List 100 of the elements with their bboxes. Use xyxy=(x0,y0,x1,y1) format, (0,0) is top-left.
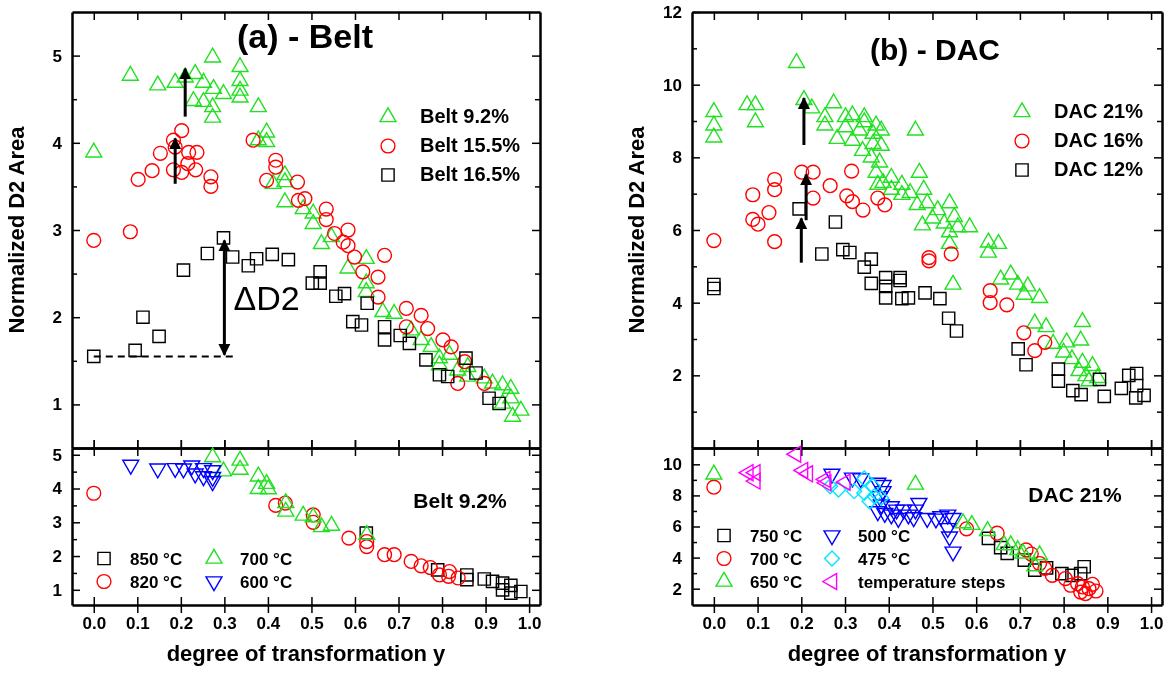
point xyxy=(184,91,203,107)
y-tick-label: 6 xyxy=(672,517,682,537)
point xyxy=(1018,542,1034,558)
point xyxy=(1051,362,1066,376)
y-tick-label: 5 xyxy=(52,46,62,66)
point xyxy=(460,568,474,582)
point xyxy=(313,265,327,279)
y-tick-label: 4 xyxy=(672,293,683,313)
point xyxy=(887,504,906,520)
y-tick-label: 1 xyxy=(52,580,62,600)
point xyxy=(204,78,223,95)
point xyxy=(441,563,458,580)
point xyxy=(1031,555,1048,572)
point xyxy=(249,251,264,266)
point xyxy=(231,450,249,466)
legend-label: 700 °C xyxy=(750,549,803,569)
legend-label: DAC 21% xyxy=(1054,100,1144,122)
x-tick-label: 0.1 xyxy=(746,614,770,634)
point xyxy=(846,483,863,500)
point xyxy=(354,318,369,332)
point xyxy=(188,162,204,178)
point xyxy=(882,509,901,525)
point xyxy=(440,369,455,384)
point xyxy=(1097,389,1112,404)
x-tick-label: 0.4 xyxy=(877,614,902,634)
legend-label: Belt 16.5% xyxy=(420,163,521,185)
point xyxy=(514,584,528,599)
point xyxy=(1016,325,1032,341)
point xyxy=(940,531,959,547)
point xyxy=(249,478,267,495)
point xyxy=(830,481,847,498)
point xyxy=(1037,334,1053,350)
x-tick-label: 1.0 xyxy=(1139,614,1164,634)
point xyxy=(476,375,492,392)
point xyxy=(341,530,357,546)
y-tick-label: 8 xyxy=(672,486,682,506)
point xyxy=(144,163,160,179)
point xyxy=(706,479,722,495)
x-tick-label: 0.0 xyxy=(702,614,727,634)
point xyxy=(431,567,448,583)
point xyxy=(707,277,721,292)
point xyxy=(878,279,893,294)
point xyxy=(245,132,261,148)
point xyxy=(1092,372,1107,387)
point xyxy=(216,231,231,245)
point xyxy=(822,178,838,194)
y-tick-label: 1 xyxy=(52,395,62,415)
point xyxy=(340,238,356,254)
point xyxy=(1084,576,1101,592)
point xyxy=(944,546,962,562)
point xyxy=(281,252,296,267)
point xyxy=(165,162,182,178)
point xyxy=(430,563,445,577)
y-axis-title: Normalized D2 Area xyxy=(624,125,649,334)
point xyxy=(200,246,215,261)
point xyxy=(370,269,386,285)
point xyxy=(707,281,721,296)
point xyxy=(203,107,222,123)
point xyxy=(874,485,892,502)
point xyxy=(289,174,306,190)
point xyxy=(186,64,204,80)
x-tick-label: 0.7 xyxy=(387,614,411,634)
point xyxy=(504,586,518,601)
point xyxy=(1000,546,1015,561)
point xyxy=(376,247,393,263)
point xyxy=(495,576,510,590)
y-tick-label: 4 xyxy=(52,133,63,153)
point xyxy=(122,224,138,240)
x-tick-label: 0.9 xyxy=(1096,614,1120,634)
point xyxy=(231,57,249,73)
point xyxy=(346,249,363,265)
point xyxy=(889,512,908,529)
point xyxy=(440,568,457,584)
point xyxy=(313,276,327,291)
point xyxy=(1051,374,1066,388)
x-tick-label: 0.8 xyxy=(430,614,455,634)
point xyxy=(241,258,256,273)
point xyxy=(376,547,393,563)
point xyxy=(815,247,829,261)
point xyxy=(843,163,860,179)
point xyxy=(128,343,142,358)
point xyxy=(304,213,322,230)
point xyxy=(1023,546,1039,562)
legend-label: DAC 12% xyxy=(1054,158,1144,180)
point xyxy=(918,286,932,300)
y-axis-title: Normalized D2 Area xyxy=(4,125,29,334)
point xyxy=(194,91,213,108)
y-tick-label: 8 xyxy=(672,148,682,168)
point xyxy=(443,339,459,355)
point xyxy=(86,349,101,364)
point xyxy=(312,234,331,250)
point xyxy=(259,479,278,495)
point xyxy=(359,533,375,550)
point xyxy=(1137,388,1151,403)
x-tick-label: 0.3 xyxy=(213,614,237,634)
point xyxy=(305,276,320,291)
point xyxy=(403,553,419,570)
point xyxy=(805,164,821,180)
point xyxy=(1017,553,1032,567)
point xyxy=(504,578,518,593)
